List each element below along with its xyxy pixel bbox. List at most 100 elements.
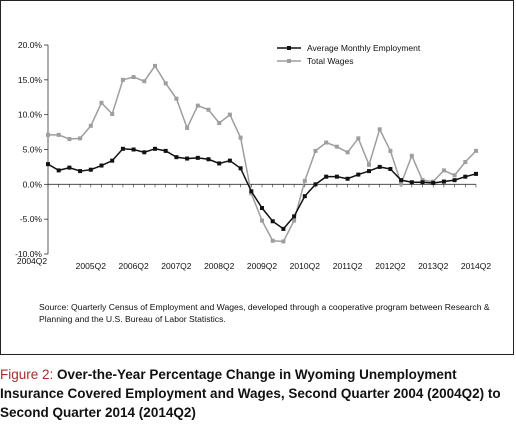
data-point xyxy=(88,123,93,128)
data-point xyxy=(399,181,404,186)
x-tick-label: 2005Q2 xyxy=(76,261,107,271)
figure-title: Over-the-Year Percentage Change in Wyomi… xyxy=(0,367,501,420)
data-point xyxy=(120,77,125,82)
data-point xyxy=(420,180,425,185)
data-point xyxy=(238,166,243,171)
data-point xyxy=(249,191,254,196)
data-point xyxy=(324,140,329,145)
source-note: Source: Quarterly Census of Employment a… xyxy=(39,302,490,324)
data-point xyxy=(441,168,446,173)
data-point xyxy=(131,75,136,80)
data-point xyxy=(441,179,446,184)
x-tick-label: 2008Q2 xyxy=(204,261,235,271)
data-point xyxy=(78,136,83,141)
data-point xyxy=(431,180,436,185)
data-point xyxy=(227,158,232,163)
data-point xyxy=(367,162,371,167)
data-point xyxy=(99,100,104,105)
x-tick-label: 2009Q2 xyxy=(247,261,278,271)
legend-label: Total Wages xyxy=(307,56,353,66)
data-point xyxy=(452,178,457,183)
data-point xyxy=(217,161,222,166)
data-point xyxy=(345,176,350,181)
y-tick-label: 20.0% xyxy=(18,40,43,50)
x-tick-label: 2011Q2 xyxy=(333,261,363,271)
data-point xyxy=(227,112,232,117)
data-point xyxy=(463,174,468,179)
data-point xyxy=(292,218,297,223)
data-point xyxy=(185,125,190,130)
y-tick-label: 5.0% xyxy=(23,145,43,155)
data-point xyxy=(153,146,157,151)
data-point xyxy=(334,174,339,179)
data-point xyxy=(153,63,157,68)
data-point xyxy=(260,206,264,211)
data-point xyxy=(99,163,104,168)
x-tick-label: 2010Q2 xyxy=(290,261,321,271)
x-tick-label: 2013Q2 xyxy=(418,261,449,271)
data-point xyxy=(463,160,468,165)
data-point xyxy=(313,182,318,187)
data-point xyxy=(270,238,275,243)
data-point xyxy=(67,165,72,170)
data-point xyxy=(206,107,211,112)
data-point xyxy=(409,180,414,185)
legend-label: Average Monthly Employment xyxy=(307,43,421,53)
data-point xyxy=(163,148,168,153)
data-point xyxy=(345,150,350,155)
data-point xyxy=(174,155,179,160)
y-tick-label: 0.0% xyxy=(23,179,43,189)
data-point xyxy=(56,132,61,137)
data-point xyxy=(270,219,275,224)
data-point xyxy=(249,189,254,194)
data-point xyxy=(174,96,179,101)
data-point xyxy=(238,135,243,140)
line-chart: -10.0% -5.0% 0.0% 5.0% 10.0% 15.0% 20.0% 2004Q2… xyxy=(15,40,492,271)
data-point xyxy=(142,150,147,155)
data-point xyxy=(217,121,222,126)
data-point xyxy=(474,148,478,153)
data-point xyxy=(78,169,83,174)
data-point xyxy=(302,178,307,183)
data-point xyxy=(356,172,361,177)
figure-label: Figure 2: xyxy=(0,367,54,382)
data-point xyxy=(206,157,211,162)
y-tick-label: -5.0% xyxy=(20,214,43,224)
data-point xyxy=(110,111,115,116)
series-line xyxy=(48,64,477,243)
x-tick-label: 2012Q2 xyxy=(375,261,406,271)
figure-caption: Figure 2: Over-the-Year Percentage Chang… xyxy=(0,365,516,422)
data-point xyxy=(46,162,50,167)
data-point xyxy=(302,194,307,199)
data-point xyxy=(377,164,382,169)
data-point xyxy=(185,156,190,161)
data-point xyxy=(388,148,393,153)
legend-marker xyxy=(287,59,291,63)
data-point xyxy=(452,173,457,178)
y-tick-label: -10.0% xyxy=(15,249,42,259)
x-tick-label: 2014Q2 xyxy=(461,261,492,271)
y-tick-label: 10.0% xyxy=(18,110,43,120)
data-point xyxy=(46,132,50,137)
data-point xyxy=(195,103,200,108)
x-tick-label: 2007Q2 xyxy=(161,261,192,271)
data-point xyxy=(356,136,361,141)
data-point xyxy=(324,174,329,179)
data-point xyxy=(334,144,339,149)
legend-marker xyxy=(287,46,291,50)
data-point xyxy=(367,169,371,174)
data-point xyxy=(377,127,382,132)
data-point xyxy=(67,137,72,142)
x-tick-label: 2006Q2 xyxy=(118,261,149,271)
data-point xyxy=(409,153,414,158)
data-point xyxy=(388,167,393,172)
data-point xyxy=(131,147,136,152)
data-point xyxy=(110,158,115,163)
data-point xyxy=(120,146,125,151)
data-point xyxy=(313,148,318,153)
data-point xyxy=(88,167,93,172)
x-tick-label: 2004Q2 xyxy=(17,256,48,266)
data-point xyxy=(281,239,286,244)
data-point xyxy=(195,155,200,160)
data-point xyxy=(420,178,425,183)
